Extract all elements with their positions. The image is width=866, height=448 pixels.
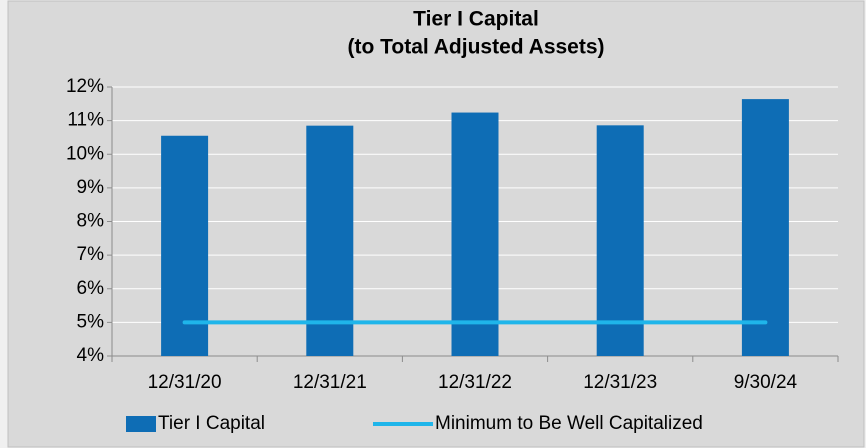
y-tick-label: 10%	[66, 143, 104, 164]
bar	[451, 112, 499, 357]
bar	[741, 99, 789, 356]
y-tick-label: 6%	[77, 278, 105, 299]
x-tick-label: 12/31/23	[583, 372, 657, 393]
x-tick-label: 12/31/21	[293, 372, 367, 393]
legend-label: Tier I Capital	[158, 413, 265, 434]
x-tick-label: 12/31/22	[438, 372, 512, 393]
y-tick-label: 7%	[77, 244, 105, 265]
chart-background	[7, 0, 865, 448]
y-tick-label: 8%	[77, 211, 105, 232]
y-tick-label: 5%	[77, 311, 105, 332]
y-tick-label: 9%	[77, 177, 105, 198]
bar	[161, 135, 209, 356]
y-tick-label: 11%	[67, 110, 104, 131]
x-tick-label: 9/30/24	[734, 372, 798, 393]
y-tick-label: 4%	[77, 345, 105, 366]
chart-subtitle: (to Total Adjusted Assets)	[347, 36, 604, 59]
legend-label: Minimum to Be Well Capitalized	[435, 413, 703, 434]
y-tick-label: 12%	[66, 76, 104, 97]
bar	[596, 125, 644, 357]
bar	[306, 125, 354, 356]
legend-swatch	[126, 416, 156, 432]
chart-title: Tier I Capital	[413, 8, 539, 31]
x-tick-label: 12/31/20	[148, 372, 222, 393]
